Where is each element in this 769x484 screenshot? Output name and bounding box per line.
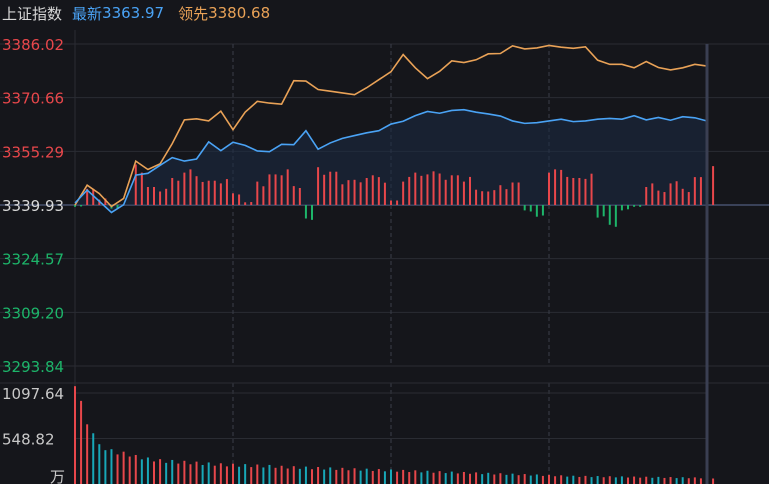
diff-bars bbox=[74, 164, 715, 227]
volume-tick-label: 1097.64 bbox=[2, 385, 64, 403]
lead-label: 领先 bbox=[178, 4, 209, 23]
price-tick-label: 3309.20 bbox=[2, 304, 64, 322]
volume-grid bbox=[0, 382, 769, 439]
price-lines bbox=[74, 44, 708, 214]
price-tick-label: 3293.84 bbox=[2, 358, 64, 376]
lead-line bbox=[74, 44, 708, 208]
volume-axis: 1097.64 548.82 万 bbox=[2, 385, 65, 484]
volume-unit-label: 万 bbox=[50, 468, 65, 484]
latest-value: 3363.97 bbox=[102, 4, 165, 22]
price-tick-label: 3339.93 bbox=[2, 197, 64, 215]
price-tick-label: 3370.66 bbox=[2, 90, 64, 108]
volume-bars bbox=[74, 386, 715, 484]
price-grid bbox=[0, 30, 769, 484]
price-tick-label: 3355.29 bbox=[2, 143, 64, 161]
latest-area bbox=[75, 109, 707, 213]
chart-header: 上证指数 最新 3363.97 领先 3380.68 bbox=[0, 0, 769, 26]
price-axis: 3386.02 3370.66 3355.29 3339.93 3324.57 3309.… bbox=[2, 36, 64, 376]
latest-label: 最新 bbox=[72, 4, 103, 23]
price-tick-label: 3386.02 bbox=[2, 36, 64, 54]
lead-value: 3380.68 bbox=[208, 4, 271, 22]
volume-tick-label: 548.82 bbox=[2, 431, 55, 449]
latest-area-fill bbox=[75, 109, 707, 213]
price-tick-label: 3324.57 bbox=[2, 251, 64, 269]
latest-line bbox=[74, 108, 708, 214]
index-title: 上证指数 bbox=[2, 4, 63, 23]
